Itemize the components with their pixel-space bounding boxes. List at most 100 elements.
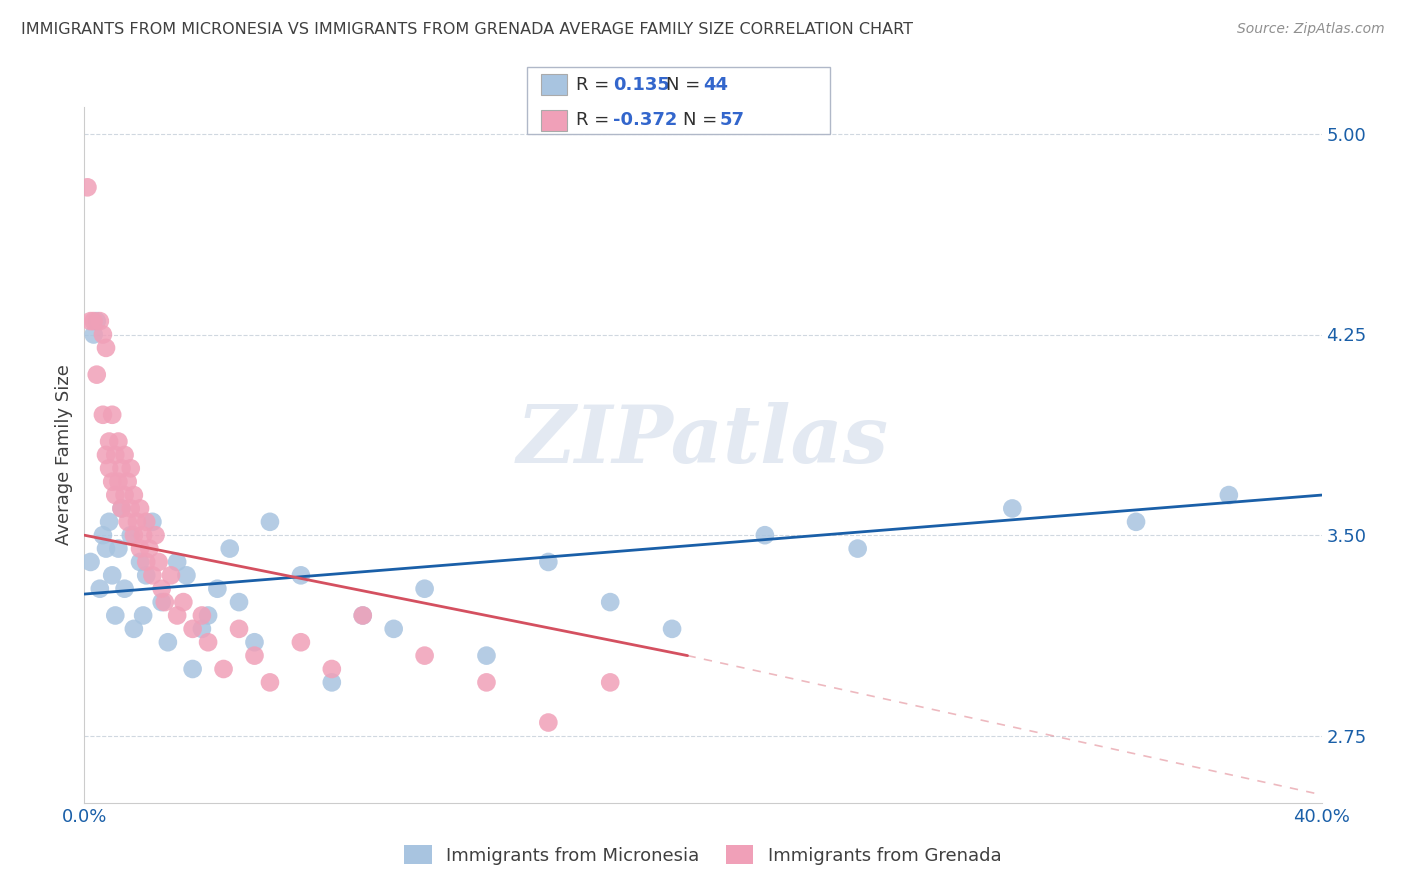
Point <box>150 595 173 609</box>
Point <box>599 595 621 609</box>
Point <box>537 555 560 569</box>
Point <box>135 568 157 582</box>
Point <box>122 528 145 542</box>
Point <box>114 582 136 596</box>
Point <box>207 582 229 596</box>
Point <box>181 662 204 676</box>
Point <box>290 568 312 582</box>
Point <box>91 327 114 342</box>
Text: ZIPatlas: ZIPatlas <box>517 402 889 480</box>
Point <box>120 461 142 475</box>
Text: Source: ZipAtlas.com: Source: ZipAtlas.com <box>1237 22 1385 37</box>
Point <box>537 715 560 730</box>
Point <box>98 515 121 529</box>
Point <box>413 582 436 596</box>
Point <box>156 635 179 649</box>
Point <box>104 608 127 623</box>
Point <box>138 541 160 556</box>
Point <box>101 568 124 582</box>
Point <box>79 555 101 569</box>
Point <box>104 488 127 502</box>
Text: N =: N = <box>666 76 706 94</box>
Point <box>1218 488 1240 502</box>
Point <box>148 555 170 569</box>
Point <box>166 608 188 623</box>
Point <box>599 675 621 690</box>
Point <box>104 448 127 462</box>
Point <box>76 180 98 194</box>
Point <box>122 622 145 636</box>
Point <box>141 568 163 582</box>
Point <box>101 408 124 422</box>
Text: -0.372: -0.372 <box>613 112 678 129</box>
Point <box>129 501 152 516</box>
Point <box>352 608 374 623</box>
Point <box>259 515 281 529</box>
Point <box>413 648 436 663</box>
Point <box>661 622 683 636</box>
Point <box>475 675 498 690</box>
Point <box>101 475 124 489</box>
Text: R =: R = <box>576 112 616 129</box>
Point <box>114 448 136 462</box>
Point <box>846 541 869 556</box>
Point <box>754 528 776 542</box>
Point <box>132 528 155 542</box>
Y-axis label: Average Family Size: Average Family Size <box>55 365 73 545</box>
Point <box>153 595 176 609</box>
Point <box>176 568 198 582</box>
Point <box>94 448 117 462</box>
Point <box>141 515 163 529</box>
Point <box>110 461 132 475</box>
Point <box>228 595 250 609</box>
Point <box>107 541 129 556</box>
Point <box>218 541 240 556</box>
Point <box>117 515 139 529</box>
Text: 57: 57 <box>720 112 745 129</box>
Point <box>197 608 219 623</box>
Point <box>91 408 114 422</box>
Point <box>243 635 266 649</box>
Point <box>98 434 121 449</box>
Point <box>129 555 152 569</box>
Point <box>352 608 374 623</box>
Point <box>120 501 142 516</box>
Point <box>166 555 188 569</box>
Point <box>114 488 136 502</box>
Point <box>83 327 105 342</box>
Text: 0.135: 0.135 <box>613 76 669 94</box>
Point <box>1001 501 1024 516</box>
Point <box>1125 515 1147 529</box>
Text: N =: N = <box>683 112 723 129</box>
Point <box>160 568 183 582</box>
Text: 44: 44 <box>703 76 728 94</box>
Point <box>91 528 114 542</box>
Point <box>98 461 121 475</box>
Text: R =: R = <box>576 76 616 94</box>
Point <box>94 341 117 355</box>
Point <box>191 622 214 636</box>
Point <box>676 889 699 892</box>
Point <box>135 555 157 569</box>
Point <box>212 662 235 676</box>
Point <box>94 541 117 556</box>
Point <box>110 501 132 516</box>
Point <box>89 314 111 328</box>
Point <box>107 475 129 489</box>
Point <box>117 475 139 489</box>
Legend: Immigrants from Micronesia, Immigrants from Grenada: Immigrants from Micronesia, Immigrants f… <box>395 837 1011 874</box>
Point <box>382 622 405 636</box>
Point <box>89 582 111 596</box>
Point <box>129 541 152 556</box>
Point <box>197 635 219 649</box>
Point <box>181 622 204 636</box>
Point <box>83 314 105 328</box>
Point <box>110 501 132 516</box>
Point <box>120 528 142 542</box>
Point <box>122 488 145 502</box>
Point <box>475 648 498 663</box>
Point <box>145 528 167 542</box>
Point <box>132 608 155 623</box>
Point <box>243 648 266 663</box>
Point <box>150 582 173 596</box>
